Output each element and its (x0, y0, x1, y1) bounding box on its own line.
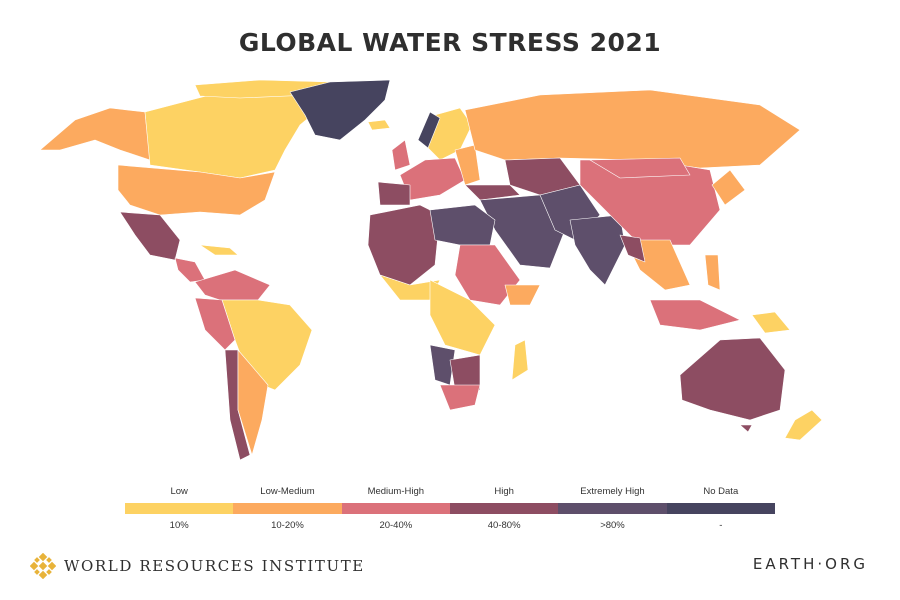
region-australia (679, 337, 786, 421)
region-mexico (119, 211, 181, 261)
region-madagascar (511, 339, 529, 381)
legend-swatch-no-data (666, 503, 775, 514)
legend-color-bar (125, 503, 775, 514)
earth-org-logo: EARTH·ORG (752, 555, 868, 573)
region-south-africa (439, 384, 481, 411)
region-north-africa-west (367, 204, 441, 286)
legend-swatch-low-medium (233, 503, 342, 514)
legend-label-low-medium: Low-Medium (260, 486, 315, 497)
region-greenland (289, 79, 391, 141)
region-tasmania (739, 424, 753, 433)
region-korea-japan (711, 169, 746, 206)
region-new-zealand (784, 409, 823, 441)
legend-value-low-medium: 10-20% (271, 520, 304, 531)
legend-label-low: Low (170, 486, 188, 497)
legend-swatch-low (125, 503, 234, 514)
legend-label-medium-high: Medium-High (367, 486, 425, 497)
legend-value-high: 40-80% (487, 520, 521, 531)
region-philippines (704, 254, 721, 291)
wri-name: WORLD RESOURCES INSTITUTE (64, 557, 365, 575)
region-central-america (174, 257, 206, 283)
wri-branding: WORLD RESOURCES INSTITUTE (30, 553, 365, 579)
region-russia (464, 89, 801, 169)
legend-swatch-high (449, 503, 559, 514)
region-caribbean (199, 244, 239, 256)
region-iberia (377, 181, 411, 206)
region-iceland (367, 119, 391, 131)
region-usa (117, 164, 276, 216)
region-new-guinea (751, 311, 791, 334)
map-title: GLOBAL WATER STRESS 2021 (238, 28, 662, 57)
region-horn (504, 284, 541, 306)
legend-label-no-data: No Data (703, 486, 739, 497)
legend-value-extremely-high: >80% (600, 520, 625, 531)
region-sudan-ethiopia (454, 244, 521, 306)
region-alaska (39, 107, 151, 161)
region-eastern-europe (454, 144, 481, 186)
legend-value-medium-high: 20-40% (379, 520, 413, 531)
region-turkey (464, 184, 521, 201)
region-argentina (237, 349, 269, 456)
legend-label-extremely-high: Extremely High (580, 486, 645, 497)
legend-swatch-medium-high (341, 503, 450, 514)
world-map (39, 79, 823, 461)
region-india (569, 214, 626, 286)
region-colombia-venezuela (194, 269, 271, 301)
region-botswana (449, 354, 481, 391)
region-myanmar (619, 234, 646, 263)
legend: Low Low-Medium Medium-High High Extremel… (125, 486, 775, 531)
region-peru (194, 297, 236, 351)
region-norway (417, 111, 441, 149)
legend-value-low: 10% (169, 520, 189, 531)
legend-label-high: High (494, 486, 514, 497)
wri-logo-icon (30, 553, 56, 579)
region-uk (391, 139, 411, 171)
legend-swatch-extremely-high (558, 503, 667, 514)
region-indonesia (649, 299, 741, 331)
region-mongolia (589, 157, 691, 179)
legend-value-no-data: - (719, 520, 723, 531)
